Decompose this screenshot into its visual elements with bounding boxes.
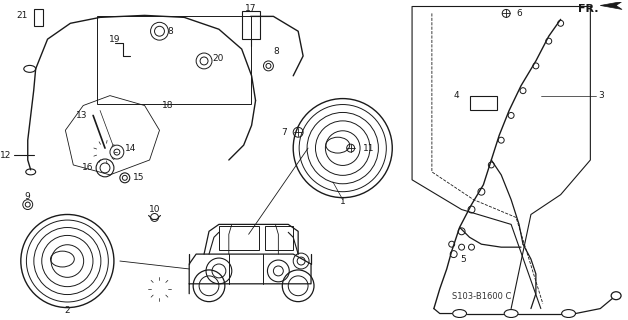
Text: 7: 7 [281, 128, 287, 137]
Text: S103-B1600 C: S103-B1600 C [452, 292, 511, 301]
Bar [97, 16, 251, 104]
Text: 5: 5 [461, 254, 467, 264]
Text: 8: 8 [273, 46, 279, 56]
Text: 13: 13 [76, 111, 87, 120]
Text: FR.: FR. [578, 4, 599, 14]
Text: 11: 11 [362, 144, 374, 153]
Text: 8: 8 [168, 27, 173, 36]
Text: 4: 4 [454, 91, 460, 100]
Bar [470, 96, 497, 110]
Text: 15: 15 [133, 173, 144, 182]
Text: 18: 18 [161, 101, 173, 110]
Text: 21: 21 [16, 11, 28, 20]
Text: 16: 16 [82, 164, 93, 172]
Text: 3: 3 [598, 91, 604, 100]
Text: 9: 9 [25, 192, 31, 201]
Text: 2: 2 [65, 306, 70, 315]
Text: 6: 6 [516, 9, 522, 18]
Polygon shape [600, 2, 622, 10]
Bar [242, 12, 259, 39]
Text: 1: 1 [340, 197, 345, 206]
Text: 12: 12 [0, 150, 11, 160]
Text: 20: 20 [212, 54, 224, 63]
Text: 17: 17 [245, 4, 256, 13]
Text: 19: 19 [109, 35, 121, 44]
Text: 14: 14 [125, 144, 136, 153]
Bar [266, 226, 293, 250]
Bar [34, 10, 43, 26]
Text: 10: 10 [149, 205, 160, 214]
Bar [219, 226, 259, 250]
